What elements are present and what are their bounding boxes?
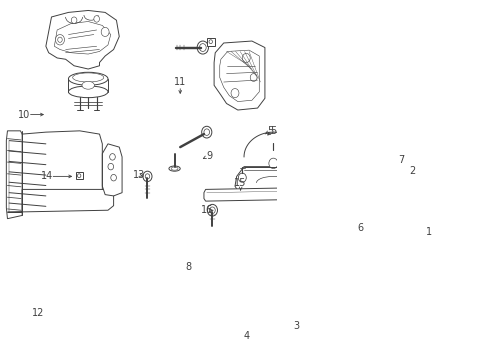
Circle shape: [58, 37, 62, 42]
Circle shape: [199, 44, 206, 51]
Text: 16: 16: [200, 205, 212, 215]
Circle shape: [238, 173, 246, 182]
Circle shape: [201, 126, 211, 138]
Polygon shape: [235, 167, 310, 191]
Polygon shape: [203, 188, 279, 201]
Circle shape: [324, 141, 397, 225]
Text: 3: 3: [293, 321, 299, 331]
Circle shape: [209, 207, 215, 213]
Circle shape: [207, 204, 217, 216]
Circle shape: [366, 213, 373, 221]
Circle shape: [339, 158, 382, 208]
Text: 2: 2: [409, 166, 415, 176]
Bar: [206, 38, 214, 46]
Text: 9: 9: [206, 150, 212, 161]
Ellipse shape: [171, 167, 178, 170]
Text: 11: 11: [174, 77, 186, 87]
Bar: [76, 172, 83, 179]
Circle shape: [94, 16, 99, 22]
Text: 6: 6: [357, 224, 363, 233]
Text: 13: 13: [133, 170, 145, 180]
Ellipse shape: [168, 166, 180, 171]
Circle shape: [101, 27, 109, 36]
Circle shape: [145, 174, 149, 179]
Circle shape: [142, 171, 152, 181]
Circle shape: [353, 175, 367, 191]
Polygon shape: [7, 189, 113, 212]
Text: 10: 10: [18, 109, 30, 120]
Circle shape: [242, 53, 250, 63]
Circle shape: [77, 174, 81, 178]
Circle shape: [208, 40, 212, 44]
Text: 5: 5: [267, 126, 273, 136]
Circle shape: [203, 129, 209, 135]
Circle shape: [402, 166, 411, 176]
Ellipse shape: [82, 81, 94, 89]
Text: 4: 4: [243, 331, 249, 341]
Circle shape: [348, 168, 372, 197]
Ellipse shape: [68, 86, 108, 98]
Text: 8: 8: [184, 262, 191, 273]
Circle shape: [111, 175, 116, 181]
Circle shape: [343, 212, 349, 219]
Polygon shape: [54, 22, 111, 54]
Polygon shape: [219, 50, 259, 102]
Text: 14: 14: [41, 171, 53, 181]
Circle shape: [328, 147, 392, 219]
Polygon shape: [102, 144, 122, 196]
Circle shape: [268, 158, 277, 168]
Circle shape: [388, 168, 393, 175]
Polygon shape: [214, 41, 264, 110]
Circle shape: [230, 89, 239, 98]
Circle shape: [108, 163, 113, 170]
Circle shape: [250, 73, 257, 81]
Circle shape: [197, 41, 208, 54]
Polygon shape: [6, 131, 22, 219]
Circle shape: [55, 35, 64, 45]
Text: 15: 15: [234, 178, 246, 188]
Circle shape: [334, 152, 386, 213]
Polygon shape: [46, 10, 119, 69]
Text: 5: 5: [270, 126, 276, 136]
Circle shape: [320, 136, 401, 230]
Circle shape: [71, 17, 77, 23]
Text: 1: 1: [425, 227, 431, 237]
Text: 12: 12: [32, 308, 44, 318]
Text: 7: 7: [398, 155, 404, 165]
Circle shape: [109, 154, 115, 160]
Ellipse shape: [68, 72, 108, 85]
Polygon shape: [335, 204, 384, 229]
Ellipse shape: [73, 73, 103, 82]
